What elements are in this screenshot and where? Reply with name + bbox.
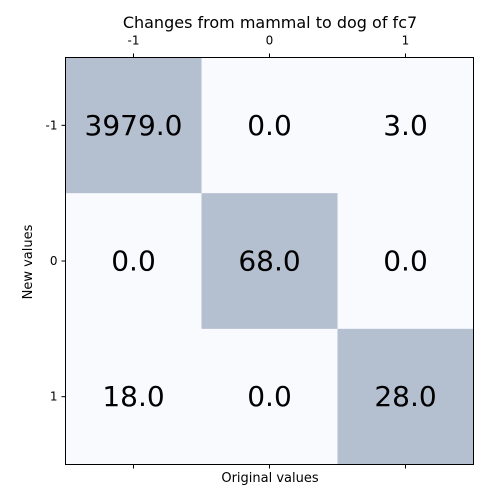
cell-value-r2-c1: 0.0 [247,380,292,413]
cell-value-r2-c2: 28.0 [374,380,436,413]
heatmap-cell-r2-c0 [65,328,202,465]
cell-value-r1-c2: 0.0 [383,245,428,278]
y-tick-label-2: 1 [50,390,58,404]
heatmap-cell-labels: 3979.0 0.0 3.0 0.0 68.0 0.0 18.0 0.0 28.0 [85,109,437,413]
x-tick-label-2: 1 [402,34,410,48]
y-tick-label-0: -1 [46,118,58,132]
heatmap-cell-r0-c2 [337,57,474,194]
cell-value-r0-c0: 3979.0 [85,109,183,142]
heatmap-cell-r0-c1 [201,57,338,194]
x-axis-label: Original values [221,471,319,486]
heatmap-cell-r0-c0 [65,57,202,194]
heatmap-cell-r1-c1 [201,193,338,330]
cell-value-r0-c1: 0.0 [247,109,292,142]
cell-value-r1-c0: 0.0 [111,245,156,278]
x-tick-label-1: 0 [266,34,274,48]
heatmap-cell-r1-c2 [337,193,474,330]
heatmap-cell-r1-c0 [65,193,202,330]
heatmap-cell-r2-c2 [337,328,474,465]
cell-value-r1-c1: 68.0 [238,245,300,278]
heatmap-cells [65,57,474,465]
plot-frame [65,57,474,465]
y-tick-label-1: 0 [50,254,58,268]
cell-value-r0-c2: 3.0 [383,109,428,142]
x-axis-ticks: -1 0 1 [128,34,410,469]
heatmap-cell-r2-c1 [201,328,338,465]
y-axis-label: New values [21,224,36,299]
chart-title: Changes from mammal to dog of fc7 [123,13,417,32]
y-axis-ticks: -1 0 1 [46,118,66,404]
cell-value-r2-c0: 18.0 [102,380,164,413]
x-tick-label-0: -1 [128,34,140,48]
